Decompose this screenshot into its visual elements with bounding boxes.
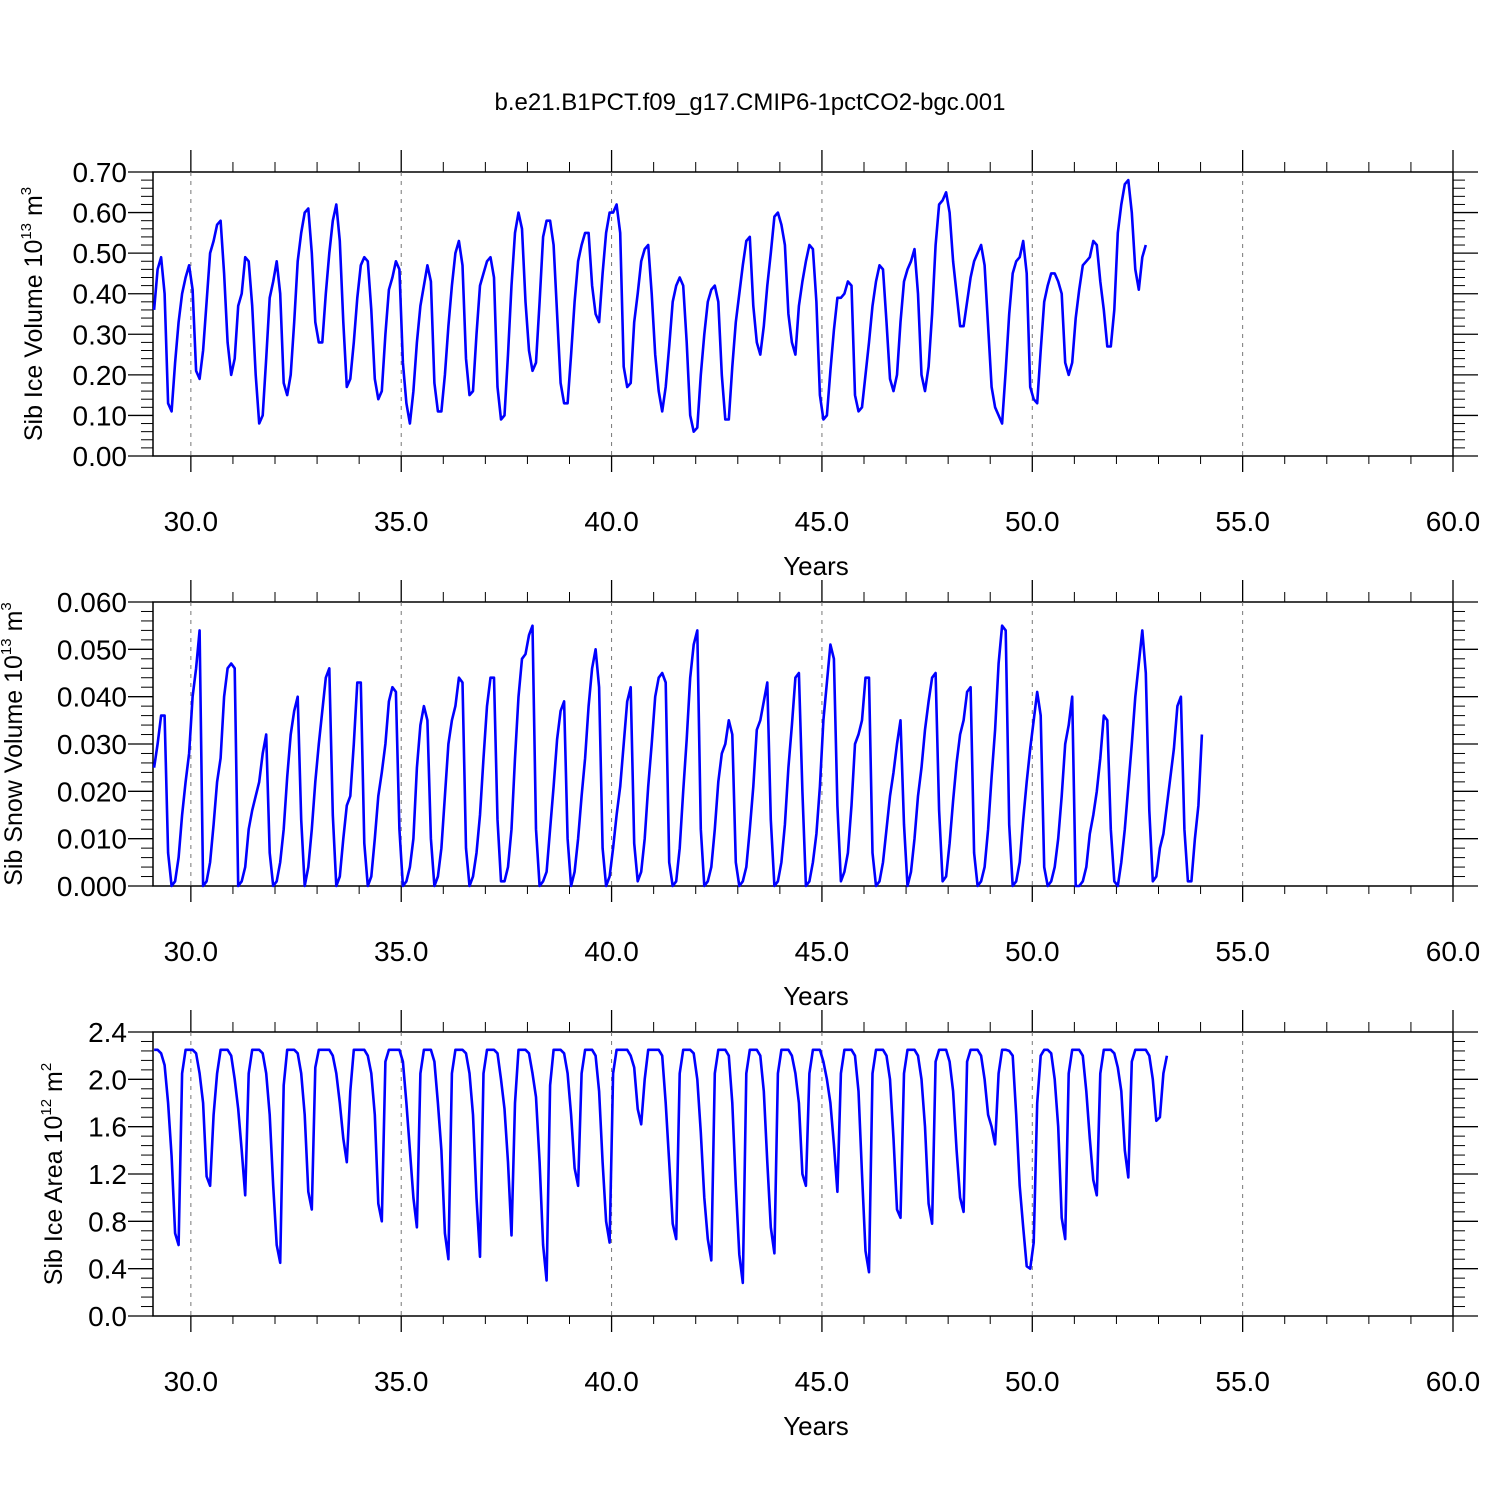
y-tick-label: 0.50: [73, 238, 128, 269]
x-axis-label: Years: [783, 551, 849, 581]
y-tick-label: 0.060: [57, 587, 127, 618]
ice-area-series-line: [154, 1048, 1169, 1285]
x-tick-label: 40.0: [584, 506, 639, 537]
y-tick-label: 0.20: [73, 360, 128, 391]
y-tick-labels: 0.0 0.4 0.8 1.2 1.6 2.0 2.4: [88, 1017, 127, 1332]
grid-lines: [190, 602, 1244, 886]
x-tick-label: 55.0: [1215, 936, 1270, 967]
y-tick-label: 0.10: [73, 400, 128, 431]
y-tick-label: 2.4: [88, 1017, 127, 1048]
x-tick-labels: 30.0 35.0 40.0 45.0 50.0 55.0 60.0: [164, 506, 1481, 537]
x-tick-label: 60.0: [1426, 1366, 1481, 1397]
x-tick-label: 35.0: [374, 936, 429, 967]
y-tick-label: 0.000: [57, 871, 127, 902]
y-tick-labels: 0.000 0.010 0.020 0.030 0.040 0.050 0.060: [57, 587, 127, 902]
x-tick-label: 30.0: [164, 506, 219, 537]
x-tick-label: 60.0: [1426, 506, 1481, 537]
x-tick-label: 35.0: [374, 1366, 429, 1397]
ice-volume-panel: 0.00 0.10 0.20 0.30 0.40 0.50 0.60 0.70 30.0 35.…: [18, 150, 1480, 581]
y-axis-label: Sib Ice Volume 1013 m3: [18, 187, 48, 441]
axis-ticks: [128, 150, 1478, 472]
y-tick-label: 0.70: [73, 157, 128, 188]
y-tick-label: 0.050: [57, 634, 127, 665]
x-tick-label: 35.0: [374, 506, 429, 537]
snow-volume-series-line: [152, 624, 1204, 888]
ice-volume-series-line: [152, 178, 1148, 433]
x-tick-label: 50.0: [1005, 936, 1060, 967]
y-tick-label: 0.30: [73, 319, 128, 350]
y-tick-label: 1.6: [88, 1112, 127, 1143]
x-axis-label: Years: [783, 981, 849, 1011]
y-tick-label: 0.8: [88, 1206, 127, 1237]
y-tick-label: 0.030: [57, 729, 127, 760]
plot-frame: [152, 601, 1454, 887]
y-tick-label: 0.0: [88, 1301, 127, 1332]
x-tick-label: 60.0: [1426, 936, 1481, 967]
y-axis-label: Sib Ice Area 1012 m2: [38, 1063, 68, 1285]
y-tick-label: 0.00: [73, 441, 128, 472]
x-tick-label: 50.0: [1005, 1366, 1060, 1397]
y-axis-label: Sib Snow Volume 1013 m3: [0, 602, 28, 886]
y-tick-labels: 0.00 0.10 0.20 0.30 0.40 0.50 0.60 0.70: [73, 157, 128, 472]
y-tick-label: 0.40: [73, 279, 128, 310]
x-tick-labels: 30.0 35.0 40.0 45.0 50.0 55.0 60.0: [164, 936, 1481, 967]
x-tick-label: 55.0: [1215, 1366, 1270, 1397]
y-tick-label: 0.020: [57, 776, 127, 807]
y-tick-label: 0.60: [73, 198, 128, 229]
y-tick-label: 0.4: [88, 1254, 127, 1285]
x-tick-label: 55.0: [1215, 506, 1270, 537]
axis-ticks: [128, 1010, 1478, 1332]
axis-ticks: [128, 580, 1478, 902]
x-tick-label: 45.0: [795, 1366, 850, 1397]
y-tick-label: 0.010: [57, 824, 127, 855]
x-tick-label: 30.0: [164, 936, 219, 967]
x-tick-label: 50.0: [1005, 506, 1060, 537]
y-tick-label: 2.0: [88, 1064, 127, 1095]
snow-volume-panel: 0.000 0.010 0.020 0.030 0.040 0.050 0.060 30.0…: [0, 580, 1480, 1011]
x-axis-label: Years: [783, 1411, 849, 1441]
y-tick-label: 0.040: [57, 682, 127, 713]
plot-frame: [152, 171, 1454, 457]
x-tick-label: 30.0: [164, 1366, 219, 1397]
figure-title: b.e21.B1PCT.f09_g17.CMIP6-1pctCO2-bgc.00…: [495, 89, 1006, 116]
x-tick-labels: 30.0 35.0 40.0 45.0 50.0 55.0 60.0: [164, 1366, 1481, 1397]
grid-lines: [190, 1032, 1244, 1316]
y-tick-label: 1.2: [88, 1159, 127, 1190]
x-tick-label: 40.0: [584, 1366, 639, 1397]
x-tick-label: 45.0: [795, 936, 850, 967]
ice-area-panel: 0.0 0.4 0.8 1.2 1.6 2.0 2.4 30.0 35.0 40.0 45.0 50…: [38, 1010, 1480, 1441]
x-tick-label: 45.0: [795, 506, 850, 537]
grid-lines: [190, 172, 1244, 456]
x-tick-label: 40.0: [584, 936, 639, 967]
